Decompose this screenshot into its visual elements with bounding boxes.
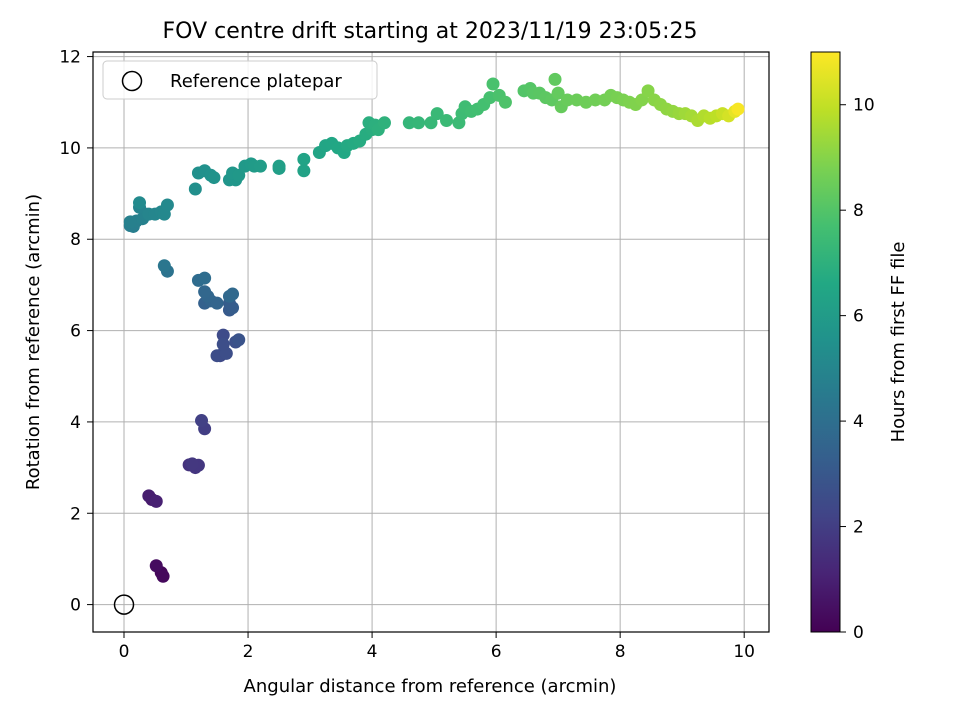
reference-marker <box>113 594 135 615</box>
data-point <box>635 93 649 107</box>
data-point <box>548 72 562 86</box>
data-point <box>188 182 202 196</box>
data-point <box>440 114 454 128</box>
chart-title: FOV centre drift starting at 2023/11/19 … <box>163 19 698 44</box>
y-axis-ticks: 0 2 4 6 8 10 12 <box>59 48 93 616</box>
data-point <box>123 215 137 229</box>
plot-frame <box>92 51 770 633</box>
data-point <box>377 116 391 130</box>
data-point <box>551 86 565 100</box>
x-tick-label: 8 <box>615 642 626 662</box>
data-point <box>149 559 163 573</box>
data-point <box>226 287 240 301</box>
y-tick-label: 12 <box>59 48 81 68</box>
data-point <box>133 196 147 210</box>
data-point <box>157 259 171 273</box>
data-point <box>232 333 246 347</box>
data-point <box>185 457 199 471</box>
colorbar-ticks: 0 2 4 6 8 10 <box>840 96 875 643</box>
data-point <box>498 95 512 109</box>
x-tick-label: 0 <box>119 642 130 662</box>
legend-box <box>102 60 378 100</box>
x-axis-label: Angular distance from reference (arcmin) <box>244 676 617 697</box>
colorbar-tick-label: 0 <box>853 623 864 643</box>
data-point <box>641 84 655 98</box>
data-point <box>207 171 221 185</box>
x-tick-label: 2 <box>243 642 254 662</box>
x-tick-label: 10 <box>733 642 755 662</box>
data-point <box>198 285 212 299</box>
data-point <box>149 494 163 508</box>
colorbar-tick-label: 6 <box>853 307 864 327</box>
y-tick-label: 10 <box>59 139 81 159</box>
data-point <box>210 296 224 310</box>
data-point <box>430 107 444 121</box>
data-point <box>731 102 745 116</box>
colorbar-tick-label: 10 <box>853 96 875 116</box>
data-point <box>232 168 246 182</box>
y-tick-label: 0 <box>70 596 81 616</box>
colorbar-tick-label: 2 <box>853 518 864 538</box>
x-tick-label: 4 <box>367 642 378 662</box>
legend-entry-reference-platepar: Reference platepar <box>170 71 342 92</box>
x-tick-label: 6 <box>491 642 502 662</box>
data-point <box>588 93 602 107</box>
colorbar-tick-label: 4 <box>853 412 864 432</box>
data-point <box>297 152 311 166</box>
data-point <box>195 414 209 428</box>
legend-marker-icon <box>121 70 143 92</box>
y-axis-label: Rotation from reference (arcmin) <box>23 194 44 490</box>
y-tick-label: 2 <box>70 504 81 524</box>
x-axis-ticks: 0 2 4 6 8 10 <box>119 632 755 662</box>
colorbar-gradient <box>810 51 841 633</box>
y-tick-label: 4 <box>70 413 81 433</box>
reference-platepar-marker <box>113 594 135 615</box>
data-point <box>402 116 416 130</box>
data-point <box>424 116 438 130</box>
data-point <box>198 271 212 285</box>
data-point <box>160 198 174 212</box>
data-point <box>253 159 267 173</box>
legend: Reference platepar <box>102 60 378 100</box>
grid-lines <box>93 52 769 632</box>
data-point <box>216 328 230 342</box>
y-tick-label: 8 <box>70 230 81 250</box>
data-point <box>272 159 286 173</box>
data-point <box>412 116 426 130</box>
data-point <box>486 77 500 91</box>
data-point <box>297 164 311 178</box>
y-tick-label: 6 <box>70 322 81 342</box>
scatter-points <box>123 72 745 583</box>
colorbar-label: Hours from first FF file <box>888 242 909 443</box>
data-point <box>560 93 574 107</box>
colorbar: 0 2 4 6 8 10 Hours from first FF file <box>810 51 909 643</box>
colorbar-tick-label: 8 <box>853 201 864 221</box>
data-point <box>156 569 170 583</box>
data-point <box>216 337 230 351</box>
